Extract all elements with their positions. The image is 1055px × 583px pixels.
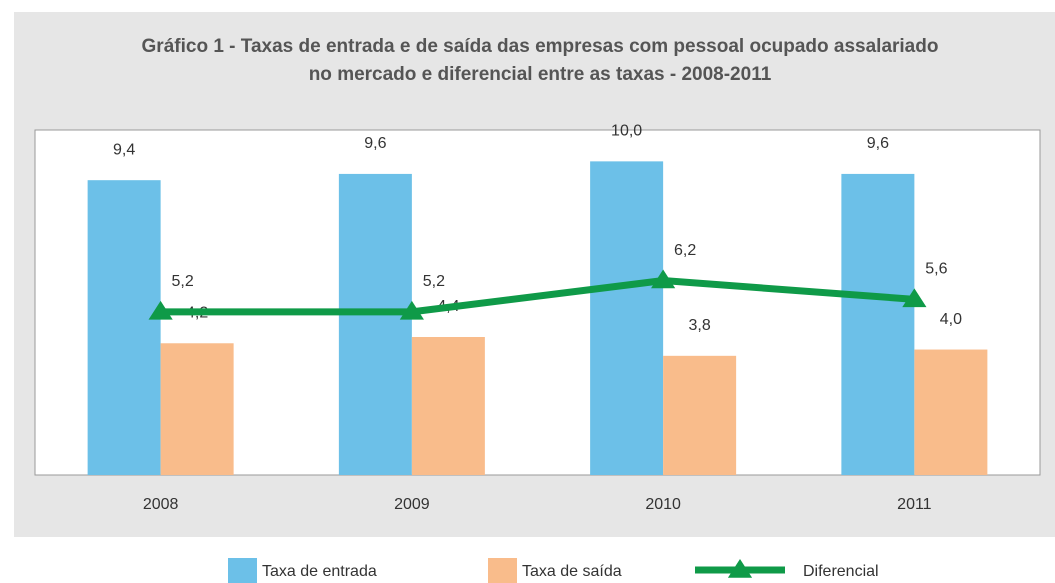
bar	[87, 180, 161, 475]
legend-swatch	[488, 558, 517, 583]
bar	[841, 173, 915, 475]
bar	[411, 337, 485, 475]
legend-label: Taxa de saída	[522, 563, 622, 580]
data-label: 9,6	[867, 135, 889, 152]
legend-swatch	[228, 558, 257, 583]
bar	[338, 173, 412, 475]
x-tick-label: 2010	[645, 496, 681, 513]
data-label: 9,4	[113, 141, 135, 158]
legend-marker	[727, 559, 753, 578]
line-marker	[148, 300, 173, 320]
legend-label: Taxa de entrada	[262, 563, 377, 580]
chart-subtitle: no mercado e diferencial entre as taxas …	[309, 64, 772, 85]
bar	[914, 349, 988, 475]
x-tick-label: 2011	[897, 496, 932, 513]
bar	[663, 355, 737, 475]
data-label: 9,6	[364, 135, 386, 152]
x-tick-label: 2009	[394, 496, 430, 513]
data-label: 3,8	[689, 317, 711, 334]
line	[160, 277, 915, 316]
legend-label: Diferencial	[803, 563, 879, 580]
line-marker	[902, 288, 927, 308]
bar	[590, 161, 664, 475]
chart-title: Gráfico 1 - Taxas de entrada e de saída …	[142, 36, 939, 57]
data-label: 4,0	[940, 311, 962, 328]
line-marker	[399, 300, 424, 320]
data-label: 5,2	[172, 273, 194, 290]
line-marker	[651, 269, 676, 289]
x-tick-label: 2008	[143, 496, 179, 513]
data-label: 5,6	[925, 261, 947, 278]
data-label: 10,0	[611, 123, 642, 140]
data-label: 5,2	[423, 273, 445, 290]
data-label: 6,2	[674, 242, 696, 259]
bar	[160, 343, 234, 475]
